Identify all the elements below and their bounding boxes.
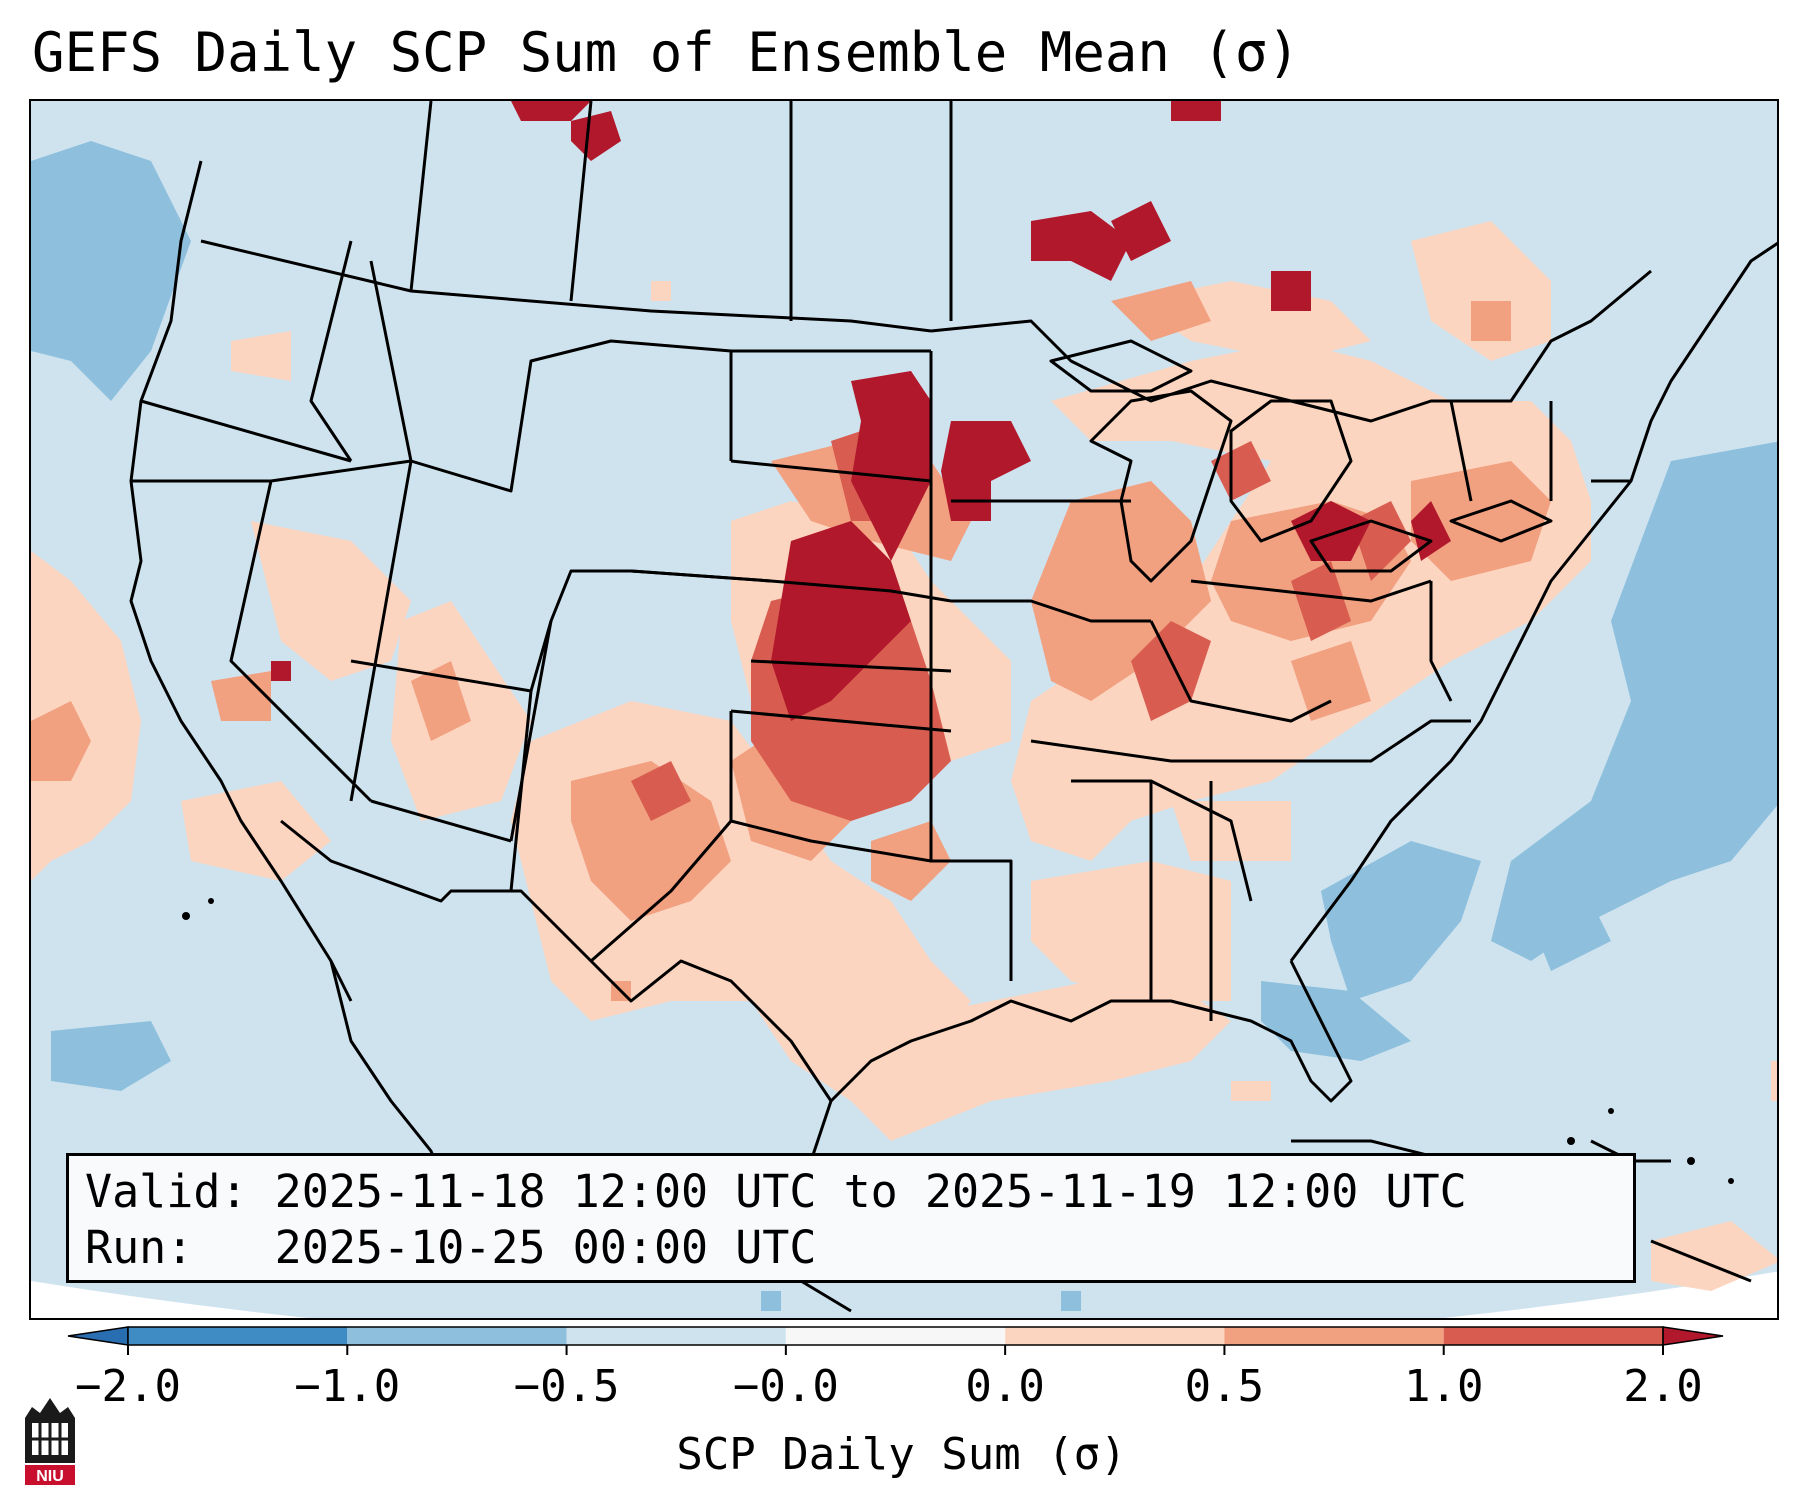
colorbar-bin xyxy=(566,1327,786,1345)
state-boundaries xyxy=(129,101,1777,1313)
niu-logo-icon: NIU xyxy=(25,1398,75,1485)
map-title: GEFS Daily SCP Sum of Ensemble Mean (σ) xyxy=(32,21,1300,84)
colorbar-tick-label: 1.0 xyxy=(1403,1361,1484,1412)
colorbar-tick-label: −0.0 xyxy=(732,1361,839,1412)
colorbar-tick-label: 2.0 xyxy=(1623,1361,1703,1412)
off-domain-area xyxy=(31,1271,1777,1318)
colorbar-tick-label: 0.5 xyxy=(1184,1361,1265,1412)
colorbar-bin xyxy=(1443,1327,1663,1345)
colorbar-over-arrow xyxy=(1662,1326,1724,1346)
extreme-positive-anomaly-regions xyxy=(271,101,1451,721)
colorbar-bin xyxy=(347,1327,567,1345)
colorbar-tick-label: −2.0 xyxy=(75,1361,181,1412)
colorbar-bins xyxy=(67,1326,1724,1355)
valid-time-text: Valid: 2025-11-18 12:00 UTC to 2025-11-1… xyxy=(85,1165,1467,1218)
islands xyxy=(182,898,1734,1184)
scp-anomaly-map xyxy=(31,101,1777,1318)
colorbar-bin xyxy=(128,1327,348,1345)
colorbar-bin xyxy=(1005,1327,1225,1345)
colorbar-bin xyxy=(785,1327,1006,1345)
colorbar-tick-label: −0.5 xyxy=(513,1361,620,1412)
colorbar-under-arrow xyxy=(67,1326,129,1346)
niu-logo-text: NIU xyxy=(36,1468,64,1485)
colorbar-tick-label: −1.0 xyxy=(294,1361,401,1412)
negative-anomaly-regions xyxy=(31,141,1777,1311)
colorbar-frame xyxy=(127,1326,1664,1346)
colorbar-bin xyxy=(1224,1327,1444,1345)
colorbar-label: SCP Daily Sum (σ) xyxy=(676,1429,1127,1480)
colorbar-tick-label: 0.0 xyxy=(965,1361,1045,1412)
validity-info-box: Valid: 2025-11-18 12:00 UTC to 2025-11-1… xyxy=(66,1153,1636,1283)
run-time-text: Run: 2025-10-25 00:00 UTC xyxy=(85,1221,817,1274)
map-panel xyxy=(29,99,1779,1320)
